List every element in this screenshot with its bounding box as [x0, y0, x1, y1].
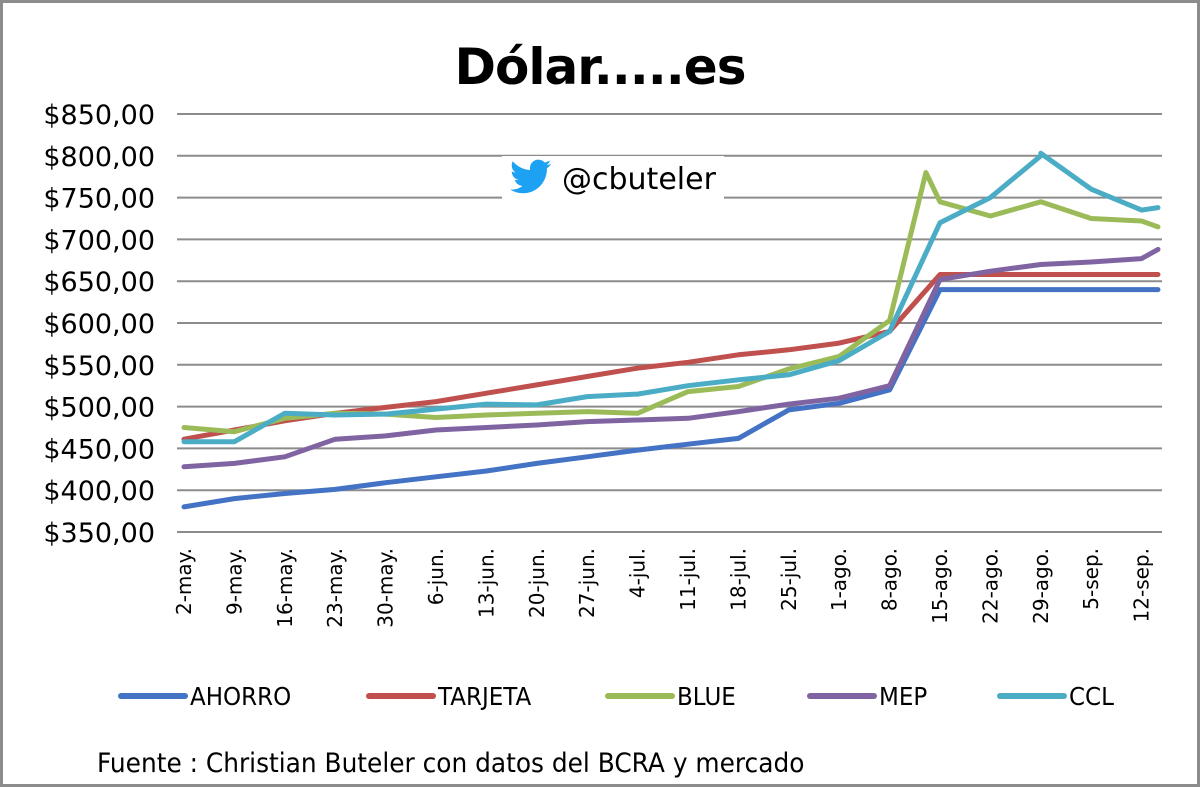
x-tick-label: 4-jul. — [626, 548, 650, 598]
x-tick-label: 6-jun. — [424, 548, 448, 605]
source-footer: Fuente : Christian Buteler con datos del… — [97, 748, 805, 779]
x-axis-ticks: 2-may. 9-may. 16-may. 23-may. 30-may. 6-jun. 1… — [172, 548, 1154, 628]
y-tick-label: $700,00 — [43, 225, 155, 256]
series-line-blue — [181, 170, 1161, 435]
legend-item-blue: BLUE — [605, 682, 741, 711]
y-tick-label: $450,00 — [43, 434, 155, 465]
twitter-watermark: @cbuteler — [502, 156, 724, 202]
x-tick-label: 16-may. — [273, 548, 297, 628]
twitter-bird-icon — [510, 159, 552, 200]
x-tick-label: 15-ago. — [928, 548, 952, 624]
legend-swatch-ahorro — [118, 693, 188, 699]
legend-swatch-mep — [806, 693, 877, 699]
gridlines — [177, 113, 1162, 533]
y-tick-label: $600,00 — [43, 309, 155, 340]
legend-label: TARJETA — [437, 681, 532, 711]
x-tick-label: 12-sep. — [1130, 548, 1154, 622]
y-tick-label: $350,00 — [43, 518, 155, 549]
x-tick-label: 20-jun. — [525, 548, 549, 618]
y-tick-label: $850,00 — [43, 100, 155, 131]
x-tick-label: 1-ago. — [827, 548, 851, 611]
y-tick-label: $400,00 — [43, 476, 155, 507]
legend-label: CCL — [1069, 681, 1115, 711]
legend-item-ccl: CCL — [997, 682, 1118, 711]
x-tick-label: 22-ago. — [978, 548, 1002, 624]
x-tick-label: 25-jul. — [777, 548, 801, 611]
legend-item-ahorro: AHORRO — [118, 682, 300, 711]
chart-title: Dólar.....es — [454, 38, 747, 96]
x-tick-label: 5-sep. — [1079, 548, 1103, 610]
legend-item-mep: MEP — [806, 681, 931, 711]
x-tick-label: 18-jul. — [726, 548, 750, 611]
chart-legend: AHORRO TARJETA BLUE MEP CCL — [118, 678, 1118, 714]
series-line-ahorro — [181, 287, 1161, 510]
y-tick-label: $500,00 — [43, 393, 155, 424]
x-tick-label: 30-may. — [374, 548, 398, 628]
series-lines — [181, 150, 1161, 510]
y-tick-label: $750,00 — [43, 184, 155, 215]
x-tick-label: 8-ago. — [878, 548, 902, 611]
y-tick-label: $550,00 — [43, 351, 155, 382]
x-tick-label: 29-ago. — [1029, 548, 1053, 624]
twitter-handle: @cbuteler — [562, 161, 716, 197]
legend-swatch-ccl — [997, 693, 1068, 699]
y-tick-label: $650,00 — [43, 267, 155, 298]
legend-label: MEP — [878, 681, 928, 711]
y-axis-ticks: $350,00 $400,00 $450,00 $500,00 $550,00 $600,… — [43, 100, 155, 549]
series-line-mep — [181, 246, 1161, 470]
series-line-ccl — [181, 150, 1161, 445]
y-tick-label: $800,00 — [43, 142, 155, 173]
legend-swatch-blue — [605, 693, 676, 699]
x-tick-label: 11-jul. — [676, 548, 700, 611]
x-tick-label: 23-may. — [323, 548, 347, 628]
legend-item-tarjeta: TARJETA — [365, 681, 539, 711]
x-tick-label: 2-may. — [172, 548, 196, 615]
x-tick-label: 27-jun. — [575, 548, 599, 618]
x-tick-label: 9-may. — [222, 548, 246, 615]
legend-label: AHORRO — [190, 681, 292, 711]
legend-label: BLUE — [677, 681, 736, 711]
legend-swatch-tarjeta — [365, 693, 436, 699]
x-tick-label: 13-jun. — [474, 548, 498, 618]
